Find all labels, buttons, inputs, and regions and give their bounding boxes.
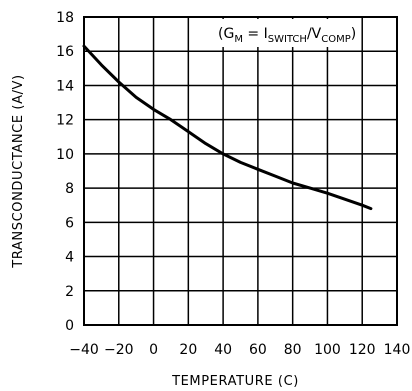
y-tick-label: 18 [56, 10, 74, 26]
y-tick-label: 16 [56, 44, 74, 60]
x-axis-title: TEMPERATURE (C) [171, 374, 299, 389]
series-line [82, 44, 373, 211]
annotation-equals: = I [243, 26, 268, 42]
x-tick-label: −40 [69, 342, 99, 358]
series-layer [82, 44, 373, 211]
y-tick-label: 14 [56, 78, 74, 94]
annotation-close: ) [351, 26, 356, 42]
x-tick-labels: −40 −20 0 20 40 60 80 100 120 140 [69, 342, 410, 358]
x-tick-label: −20 [104, 342, 134, 358]
grid [84, 17, 397, 325]
y-tick-label: 2 [65, 284, 74, 300]
x-tick-label: 0 [149, 342, 158, 358]
y-tick-labels: 0 2 4 6 8 10 12 14 16 18 [56, 10, 74, 334]
x-tick-label: 100 [314, 342, 341, 358]
x-tick-label: 80 [284, 342, 302, 358]
formula-annotation: (GM = ISWITCH/VCOMP) [214, 19, 361, 47]
y-tick-label: 8 [65, 181, 74, 197]
annotation-v-subscript: COMP [321, 34, 351, 45]
y-tick-label: 12 [56, 113, 74, 129]
annotation-i-subscript: SWITCH [268, 34, 307, 45]
x-tick-label: 40 [214, 342, 232, 358]
annotation-g-subscript: M [234, 34, 243, 45]
y-tick-label: 10 [56, 147, 74, 163]
annotation-open: (G [218, 26, 234, 42]
y-tick-label: 6 [65, 215, 74, 231]
x-tick-label: 20 [179, 342, 197, 358]
annotation-slash: /V [307, 26, 322, 42]
plot-frame [83, 16, 398, 326]
y-tick-label: 4 [65, 250, 74, 266]
annotation-text: (GM = ISWITCH/VCOMP) [218, 26, 356, 45]
x-tick-label: 60 [249, 342, 267, 358]
x-tick-label: 120 [349, 342, 376, 358]
x-tick-label: 140 [384, 342, 411, 358]
annotation-background [214, 19, 361, 47]
y-tick-label: 0 [65, 318, 74, 334]
y-axis-title: TRANSCONDUCTANCE (A/V) [11, 74, 26, 268]
